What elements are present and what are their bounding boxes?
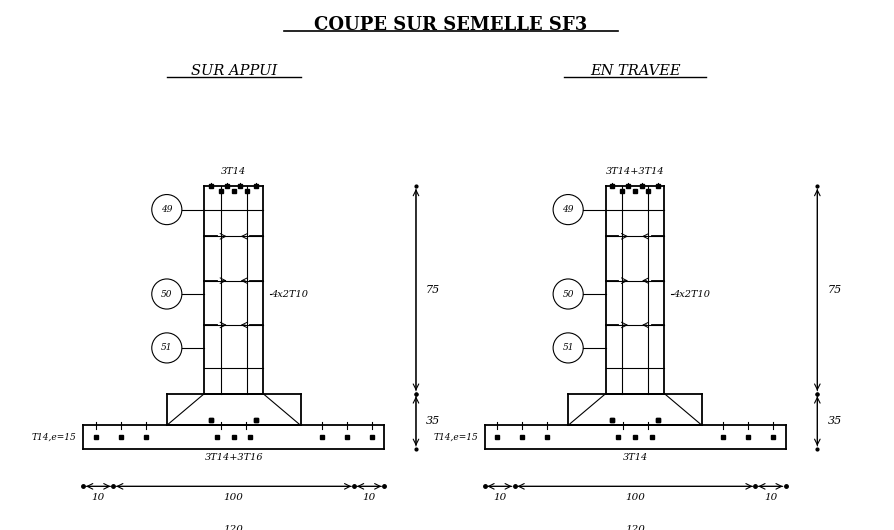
Text: 3T14: 3T14 bbox=[221, 167, 247, 176]
Text: T14,e=15: T14,e=15 bbox=[32, 432, 77, 441]
Text: 10: 10 bbox=[763, 493, 777, 502]
Text: 35: 35 bbox=[426, 416, 440, 426]
Text: 3T14: 3T14 bbox=[622, 453, 647, 462]
Text: 3T14+3T16: 3T14+3T16 bbox=[205, 453, 263, 462]
Text: 10: 10 bbox=[91, 493, 105, 502]
Text: 100: 100 bbox=[625, 493, 645, 502]
Text: 49: 49 bbox=[161, 205, 173, 214]
Text: 51: 51 bbox=[562, 343, 574, 352]
Text: 120: 120 bbox=[224, 525, 244, 530]
Text: 10: 10 bbox=[363, 493, 375, 502]
Text: 49: 49 bbox=[562, 205, 574, 214]
Text: 51: 51 bbox=[161, 343, 173, 352]
Text: 35: 35 bbox=[827, 416, 841, 426]
Text: 75: 75 bbox=[827, 285, 841, 295]
Text: 75: 75 bbox=[426, 285, 440, 295]
Text: 50: 50 bbox=[562, 289, 574, 298]
Text: COUPE SUR SEMELLE SF3: COUPE SUR SEMELLE SF3 bbox=[315, 16, 587, 34]
Text: EN TRAVEE: EN TRAVEE bbox=[590, 64, 680, 78]
Text: 10: 10 bbox=[493, 493, 506, 502]
Text: 120: 120 bbox=[625, 525, 645, 530]
Text: T14,e=15: T14,e=15 bbox=[433, 432, 478, 441]
Text: 4x2T10: 4x2T10 bbox=[272, 289, 308, 298]
Text: SUR APPUI: SUR APPUI bbox=[190, 64, 277, 78]
Text: 4x2T10: 4x2T10 bbox=[672, 289, 710, 298]
Text: 100: 100 bbox=[224, 493, 244, 502]
Text: 50: 50 bbox=[161, 289, 173, 298]
Text: 3T14+3T14: 3T14+3T14 bbox=[606, 167, 664, 176]
